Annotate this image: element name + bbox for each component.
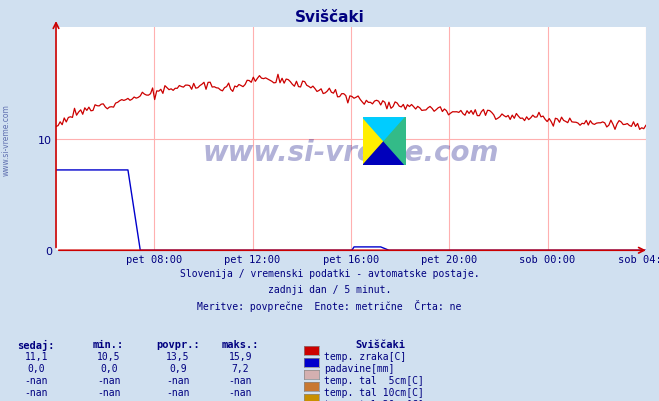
Text: 0,0: 0,0 [100, 363, 117, 373]
Text: povpr.:: povpr.: [156, 339, 200, 349]
Text: padavine[mm]: padavine[mm] [324, 363, 395, 373]
Text: 7,2: 7,2 [232, 363, 249, 373]
Text: -nan: -nan [97, 387, 121, 397]
Text: min.:: min.: [93, 339, 125, 349]
Text: maks.:: maks.: [222, 339, 259, 349]
Text: temp. tal 20cm[C]: temp. tal 20cm[C] [324, 399, 424, 401]
Polygon shape [362, 142, 405, 166]
Text: -nan: -nan [97, 375, 121, 385]
Text: Meritve: povprečne  Enote: metrične  Črta: ne: Meritve: povprečne Enote: metrične Črta:… [197, 299, 462, 311]
Text: www.si-vreme.com: www.si-vreme.com [2, 103, 11, 175]
Polygon shape [384, 118, 405, 166]
Text: -nan: -nan [24, 375, 48, 385]
Text: -nan: -nan [229, 375, 252, 385]
Text: zadnji dan / 5 minut.: zadnji dan / 5 minut. [268, 284, 391, 294]
Text: sedaj:: sedaj: [18, 339, 55, 350]
Text: 13,5: 13,5 [166, 351, 190, 361]
Text: -nan: -nan [24, 387, 48, 397]
Text: -nan: -nan [166, 375, 190, 385]
Text: -nan: -nan [24, 399, 48, 401]
Text: 0,0: 0,0 [28, 363, 45, 373]
Text: Sviščaki: Sviščaki [295, 10, 364, 25]
Text: temp. zraka[C]: temp. zraka[C] [324, 351, 407, 361]
Text: Slovenija / vremenski podatki - avtomatske postaje.: Slovenija / vremenski podatki - avtomats… [180, 269, 479, 279]
Text: 0,9: 0,9 [169, 363, 186, 373]
Text: www.si-vreme.com: www.si-vreme.com [203, 139, 499, 167]
Text: 10,5: 10,5 [97, 351, 121, 361]
Text: -nan: -nan [166, 399, 190, 401]
Text: Sviščaki: Sviščaki [356, 339, 406, 349]
Polygon shape [362, 118, 405, 166]
Text: 15,9: 15,9 [229, 351, 252, 361]
Text: temp. tal 10cm[C]: temp. tal 10cm[C] [324, 387, 424, 397]
Text: -nan: -nan [229, 399, 252, 401]
Polygon shape [362, 118, 405, 142]
Text: 11,1: 11,1 [24, 351, 48, 361]
Text: -nan: -nan [229, 387, 252, 397]
Text: -nan: -nan [166, 387, 190, 397]
Text: -nan: -nan [97, 399, 121, 401]
Text: temp. tal  5cm[C]: temp. tal 5cm[C] [324, 375, 424, 385]
